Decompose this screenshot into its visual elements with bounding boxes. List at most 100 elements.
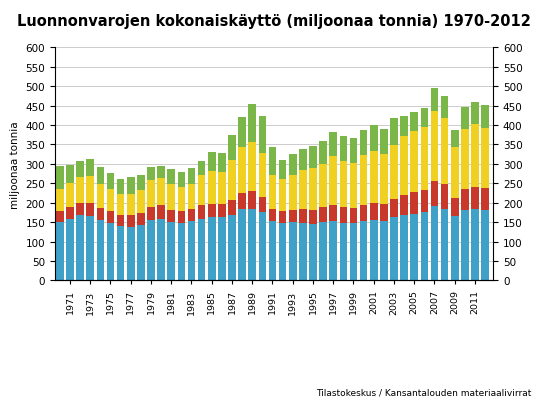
Bar — [441, 97, 448, 119]
Bar — [441, 185, 448, 209]
Bar — [187, 222, 195, 281]
Bar — [56, 212, 64, 223]
Bar — [198, 176, 206, 206]
Bar — [329, 222, 337, 281]
Bar — [431, 112, 438, 181]
Bar — [340, 223, 347, 281]
Bar — [96, 184, 104, 208]
Bar — [279, 223, 287, 281]
Bar — [248, 209, 256, 281]
Bar — [238, 117, 246, 148]
Bar — [471, 210, 479, 281]
Bar — [127, 178, 134, 194]
Bar — [340, 137, 347, 162]
Bar — [66, 219, 74, 281]
Bar — [431, 89, 438, 112]
Bar — [208, 153, 215, 171]
Bar — [289, 175, 296, 210]
Bar — [218, 205, 226, 218]
Bar — [178, 212, 185, 223]
Bar — [259, 213, 266, 281]
Bar — [187, 209, 195, 222]
Bar — [66, 208, 74, 219]
Bar — [198, 206, 206, 219]
Bar — [461, 130, 469, 190]
Bar — [340, 208, 347, 223]
Bar — [208, 205, 215, 218]
Bar — [370, 126, 378, 152]
Bar — [228, 136, 236, 160]
Bar — [259, 117, 266, 154]
Bar — [117, 194, 124, 216]
Bar — [471, 187, 479, 210]
Bar — [208, 218, 215, 281]
Bar — [431, 206, 438, 281]
Bar — [410, 193, 418, 214]
Bar — [187, 184, 195, 209]
Bar — [269, 222, 276, 281]
Bar — [259, 154, 266, 197]
Bar — [329, 133, 337, 157]
Bar — [157, 206, 165, 219]
Bar — [309, 147, 317, 168]
Bar — [127, 216, 134, 227]
Bar — [360, 156, 367, 205]
Bar — [76, 203, 84, 216]
Bar — [157, 166, 165, 179]
Bar — [299, 170, 307, 210]
Bar — [390, 218, 398, 281]
Bar — [137, 213, 145, 226]
Bar — [481, 129, 489, 189]
Bar — [380, 155, 387, 205]
Bar — [289, 210, 296, 223]
Bar — [461, 108, 469, 130]
Bar — [380, 130, 387, 155]
Bar — [279, 180, 287, 212]
Bar — [329, 157, 337, 205]
Bar — [350, 164, 357, 209]
Bar — [400, 195, 408, 216]
Bar — [198, 162, 206, 176]
Bar — [117, 180, 124, 194]
Bar — [147, 221, 155, 281]
Bar — [400, 136, 408, 195]
Bar — [269, 147, 276, 175]
Bar — [218, 154, 226, 172]
Bar — [107, 212, 115, 223]
Bar — [147, 207, 155, 221]
Bar — [218, 218, 226, 281]
Bar — [228, 216, 236, 281]
Bar — [400, 117, 408, 136]
Bar — [481, 189, 489, 210]
Bar — [66, 184, 74, 208]
Bar — [441, 209, 448, 281]
Bar — [117, 216, 124, 227]
Bar — [248, 192, 256, 209]
Bar — [299, 223, 307, 281]
Bar — [117, 227, 124, 281]
Bar — [319, 164, 327, 208]
Bar — [56, 223, 64, 281]
Bar — [87, 159, 94, 177]
Bar — [380, 205, 387, 222]
Bar — [299, 210, 307, 223]
Bar — [56, 167, 64, 189]
Text: Luonnonvarojen kokonaiskäyttö (miljoonaa tonnia) 1970-2012: Luonnonvarojen kokonaiskäyttö (miljoonaa… — [17, 14, 531, 29]
Bar — [299, 150, 307, 170]
Bar — [208, 171, 215, 205]
Bar — [168, 185, 175, 210]
Bar — [147, 181, 155, 207]
Bar — [178, 223, 185, 281]
Bar — [481, 210, 489, 281]
Bar — [107, 223, 115, 281]
Bar — [147, 167, 155, 181]
Bar — [137, 226, 145, 281]
Bar — [350, 139, 357, 164]
Bar — [96, 221, 104, 281]
Bar — [228, 201, 236, 216]
Bar — [269, 175, 276, 209]
Bar — [390, 119, 398, 146]
Bar — [127, 194, 134, 216]
Bar — [420, 190, 428, 213]
Bar — [370, 221, 378, 281]
